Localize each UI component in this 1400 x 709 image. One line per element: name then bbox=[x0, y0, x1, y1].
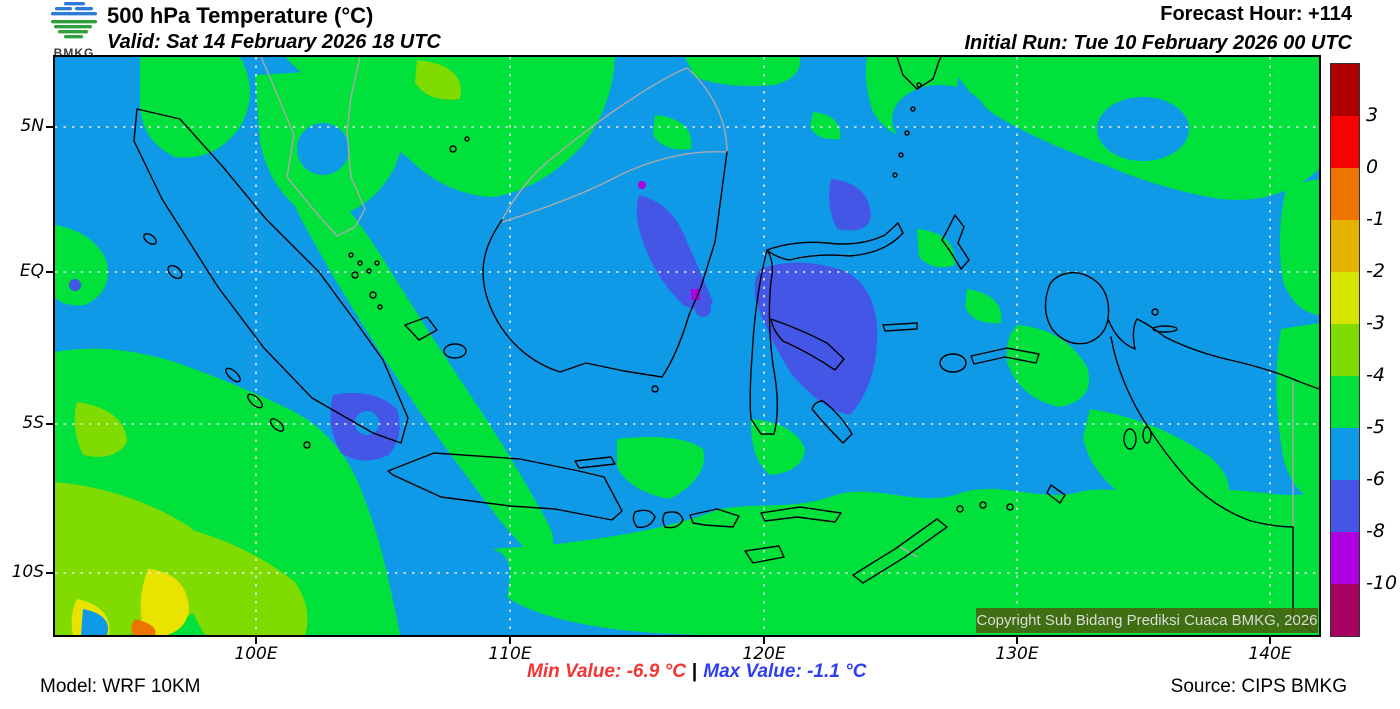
lat-label-5s: 5S bbox=[22, 413, 44, 433]
colorbar-tick-label: -2 bbox=[1366, 260, 1385, 282]
lon-label-100e: 100E bbox=[234, 644, 278, 664]
lon-label-140e: 140E bbox=[1248, 644, 1292, 664]
source-label: Source: CIPS BMKG bbox=[1170, 676, 1347, 697]
lon-tick bbox=[255, 636, 257, 644]
colorbar-segment bbox=[1331, 584, 1359, 636]
lat-tick bbox=[46, 271, 54, 273]
logo-cloud-stripes bbox=[51, 2, 97, 16]
colorbar-segment bbox=[1331, 324, 1359, 376]
model-label: Model: WRF 10KM bbox=[40, 676, 201, 697]
colorbar-tick-label: -5 bbox=[1366, 416, 1385, 438]
colorbar bbox=[1330, 63, 1360, 637]
colorbar-tick-label: -8 bbox=[1366, 520, 1385, 542]
valid-time-label: Valid: Sat 14 February 2026 18 UTC bbox=[107, 31, 441, 53]
temp-region-green bbox=[55, 57, 1319, 635]
lat-tick bbox=[46, 572, 54, 574]
colorbar-segment bbox=[1331, 376, 1359, 428]
colorbar-segment bbox=[1331, 428, 1359, 480]
lat-label-eq: EQ bbox=[19, 261, 44, 281]
coastlines bbox=[133, 57, 1319, 633]
bmkg-logo-graphic bbox=[51, 2, 97, 39]
colorbar-tick-label: -1 bbox=[1366, 208, 1385, 230]
colorbar-segment bbox=[1331, 116, 1359, 168]
lat-tick bbox=[46, 126, 54, 128]
initial-run-label: Initial Run: Tue 10 February 2026 00 UTC bbox=[964, 32, 1352, 54]
lon-tick bbox=[1269, 636, 1271, 644]
temp-region-purple bbox=[638, 181, 700, 300]
colorbar-tick-label: 0 bbox=[1366, 156, 1379, 178]
lon-tick bbox=[763, 636, 765, 644]
minmax-separator: | bbox=[691, 661, 698, 682]
colorbar-tick-label: -3 bbox=[1366, 312, 1385, 334]
min-value-label: Min Value: -6.9 °C bbox=[527, 661, 686, 682]
lat-label-5n: 5N bbox=[20, 116, 44, 136]
temp-region-royalblue bbox=[69, 179, 878, 461]
run-info: Forecast Hour: +114 Initial Run: Tue 10 … bbox=[964, 3, 1352, 55]
copyright-banner: Copyright Sub Bidang Prediksi Cuaca BMKG… bbox=[976, 608, 1318, 633]
colorbar-segment bbox=[1331, 220, 1359, 272]
colorbar-segment bbox=[1331, 532, 1359, 584]
map-frame: Copyright Sub Bidang Prediksi Cuaca BMKG… bbox=[53, 55, 1321, 637]
bmkg-logo: BMKG bbox=[45, 1, 103, 59]
colorbar-labels: 3 0 -1 -2 -3 -4 -5 -6 -8 -10 bbox=[1366, 0, 1400, 709]
lon-label-110e: 110E bbox=[488, 644, 532, 664]
lon-label-120e: 120E bbox=[742, 644, 786, 664]
max-value-label: Max Value: -1.1 °C bbox=[703, 661, 867, 682]
temp-region-blue-holes bbox=[81, 85, 1189, 635]
lon-label-130e: 130E bbox=[995, 644, 1039, 664]
map-gridlines bbox=[55, 57, 1319, 635]
logo-wave-stripes bbox=[51, 20, 97, 39]
colorbar-tick-label: 3 bbox=[1366, 104, 1379, 126]
indonesia-temperature-map bbox=[55, 57, 1319, 635]
minmax-values: Min Value: -6.9 °C | Max Value: -1.1 °C bbox=[527, 661, 866, 683]
colorbar-segment bbox=[1331, 168, 1359, 220]
lon-tick bbox=[1016, 636, 1018, 644]
colorbar-segment bbox=[1331, 272, 1359, 324]
colorbar-segment bbox=[1331, 64, 1359, 116]
colorbar-tick-label: -6 bbox=[1366, 468, 1385, 490]
colorbar-segment bbox=[1331, 480, 1359, 532]
colorbar-tick-label: -4 bbox=[1366, 364, 1385, 386]
page-title: 500 hPa Temperature (°C) bbox=[107, 3, 374, 28]
forecast-hour-label: Forecast Hour: +114 bbox=[1160, 3, 1352, 25]
colorbar-tick-label: -10 bbox=[1366, 572, 1398, 594]
lat-tick bbox=[46, 423, 54, 425]
lon-tick bbox=[509, 636, 511, 644]
lat-label-10s: 10S bbox=[11, 562, 44, 582]
